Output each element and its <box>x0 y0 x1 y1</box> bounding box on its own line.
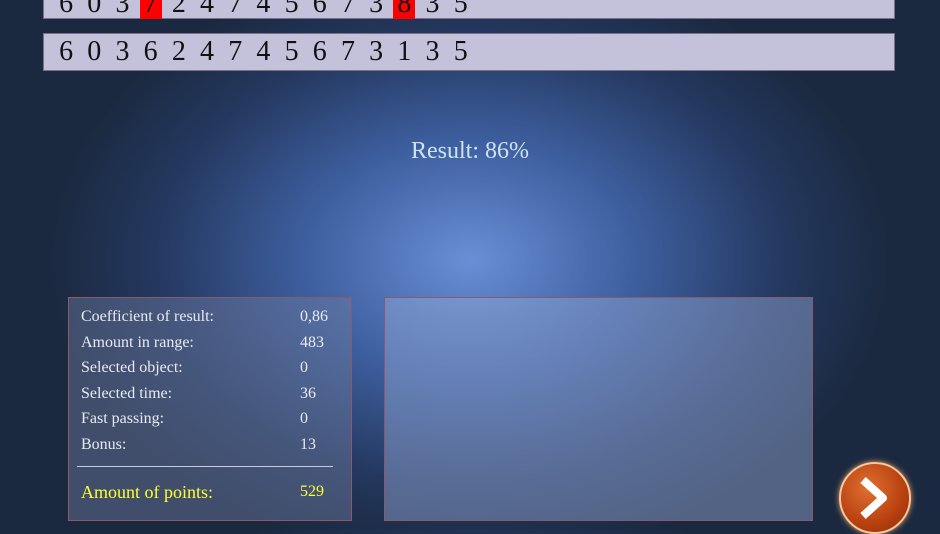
total-row: Amount of points: 529 <box>81 482 341 503</box>
stat-row: Selected object: 0 <box>81 359 331 377</box>
digit: 1 <box>397 36 412 67</box>
digit: 6 <box>59 36 74 67</box>
total-value: 529 <box>300 483 324 500</box>
error-digit: 8 <box>393 0 416 19</box>
stat-label: Selected time: <box>81 384 173 402</box>
stat-row: Coefficient of result: 0,86 <box>81 308 331 326</box>
digit: 3 <box>369 0 384 19</box>
stat-row: Bonus: 13 <box>81 436 331 454</box>
stat-value: 36 <box>300 384 316 402</box>
stat-value: 13 <box>300 435 316 453</box>
stat-value: 0 <box>300 359 308 376</box>
digit: 2 <box>171 0 186 19</box>
stat-value: 0 <box>300 410 308 427</box>
stat-row: Selected time: 36 <box>81 385 331 403</box>
digit: 6 <box>143 36 158 67</box>
digit: 6 <box>312 36 327 67</box>
digit: 3 <box>425 0 440 19</box>
digit: 7 <box>340 36 355 67</box>
stat-label: Coefficient of result: <box>81 308 214 325</box>
stat-value: 0,86 <box>300 308 328 325</box>
digit: 5 <box>453 36 468 67</box>
digit: 4 <box>200 36 215 67</box>
digit: 4 <box>200 0 215 19</box>
digit: 0 <box>87 0 102 19</box>
digit: 4 <box>256 0 271 19</box>
digit: 3 <box>115 36 130 67</box>
next-button[interactable] <box>839 462 911 534</box>
digit: 2 <box>171 36 186 67</box>
digit: 6 <box>312 0 327 19</box>
stat-label: Amount in range: <box>81 333 194 351</box>
digit: 6 <box>59 0 74 19</box>
digit: 5 <box>284 0 299 19</box>
digit: 7 <box>340 0 355 19</box>
error-digit: 7 <box>139 0 162 19</box>
stat-row: Fast passing: 0 <box>81 410 331 428</box>
stat-row: Amount in range: 483 <box>81 334 331 352</box>
digit: 7 <box>228 0 243 19</box>
stat-value: 483 <box>300 333 324 351</box>
digit: 7 <box>228 36 243 67</box>
total-label: Amount of points: <box>81 482 214 502</box>
image-panel <box>384 297 813 521</box>
digit: 5 <box>284 36 299 67</box>
stat-label: Bonus: <box>81 435 127 453</box>
stat-label: Fast passing: <box>81 410 165 427</box>
digit: 3 <box>115 0 130 19</box>
digit: 3 <box>425 36 440 67</box>
stat-label: Selected object: <box>81 359 183 376</box>
digit: 5 <box>453 0 468 19</box>
divider <box>77 466 333 467</box>
digit: 0 <box>87 36 102 67</box>
digit: 3 <box>369 36 384 67</box>
chevron-right-icon <box>860 477 887 519</box>
result-text: Result: 86% <box>411 138 529 164</box>
stats-panel: Coefficient of result: 0,86 Amount in rang… <box>68 297 352 521</box>
digit: 4 <box>256 36 271 67</box>
